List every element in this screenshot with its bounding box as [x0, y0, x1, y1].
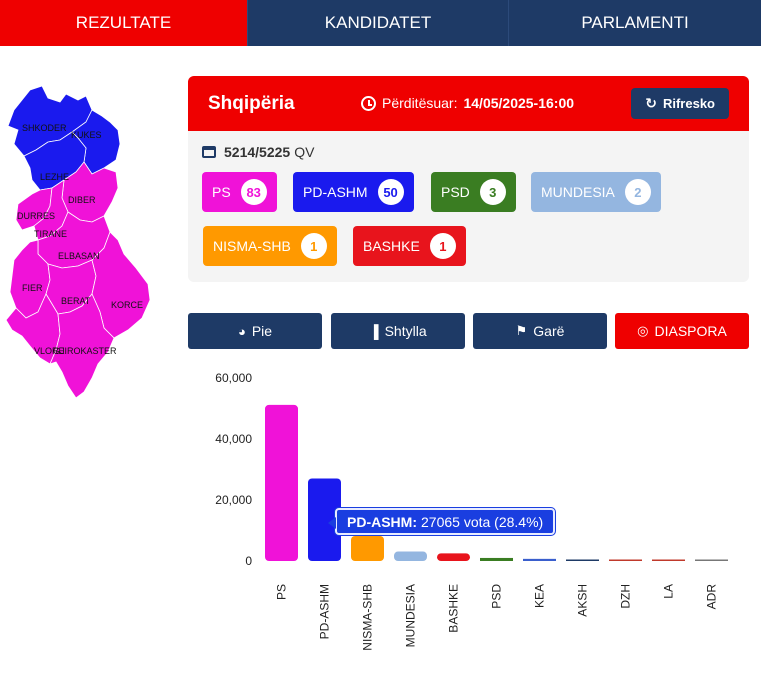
party-badge-nisma-shb[interactable]: NISMA-SHB 1 [203, 226, 337, 266]
party-badge-pd-ashm[interactable]: PD-ASHM 50 [293, 172, 414, 212]
map-label-fier: FIER [22, 283, 43, 293]
x-tick-label: LA [662, 584, 676, 599]
x-tick-label: PD-ASHM [318, 584, 332, 639]
x-tick-label: DZH [619, 584, 633, 609]
map-label-kukes: KUKES [71, 130, 102, 140]
party-badge-mundesia[interactable]: MUNDESIA 2 [531, 172, 661, 212]
card-title: Shqipëria [208, 92, 295, 114]
tooltip-arrow [328, 517, 336, 529]
refresh-label: Rifresko [662, 96, 715, 111]
bar-psd[interactable] [480, 557, 513, 561]
party-name: PD-ASHM [303, 184, 368, 200]
race-flag-icon: ⚑ [515, 323, 528, 338]
tooltip-text: 27065 vota (28.4%) [421, 513, 544, 530]
button-label: Garë [533, 323, 565, 339]
qv-unit: QV [294, 144, 315, 160]
map-label-berat: BERAT [61, 296, 91, 306]
card-header: Shqipëria Përditësuar: 14/05/2025-16:00 … [188, 76, 749, 131]
x-tick-label: NISMA-SHB [361, 584, 375, 651]
bar-dzh[interactable] [609, 559, 642, 562]
update-info: Përditësuar: 14/05/2025-16:00 [361, 95, 574, 111]
polling-stations-count: 5214/5225 QV [202, 144, 314, 160]
map-label-vlore: VLORE [34, 346, 65, 356]
map-label-elbasan: ELBASAN [58, 251, 100, 261]
diaspora-button[interactable]: ◎ DIASPORA [615, 313, 749, 349]
party-name: PS [212, 184, 231, 200]
map-label-lezhe: LEZHE [40, 172, 69, 182]
party-name: NISMA-SHB [213, 238, 291, 254]
button-label: Shtylla [384, 323, 427, 339]
map-region-gjirokaster[interactable] [49, 293, 115, 399]
updated-label: Përditësuar: [382, 95, 458, 111]
tab-kandidatet[interactable]: KANDIDATET [248, 0, 509, 46]
button-label: DIASPORA [654, 323, 727, 339]
bar-chart-icon: ▐ [369, 323, 379, 339]
party-badge-bashke[interactable]: BASHKE 1 [353, 226, 466, 266]
y-tick-label: 20,000 [215, 493, 252, 507]
x-tick-label: MUNDESIA [404, 584, 418, 647]
results-card: Shqipëria Përditësuar: 14/05/2025-16:00 … [188, 76, 749, 282]
y-tick-label: 40,000 [215, 432, 252, 446]
seat-count: 2 [624, 179, 651, 205]
bar-mundesia[interactable] [394, 551, 427, 561]
globe-icon: ◎ [637, 323, 649, 338]
top-nav: REZULTATE KANDIDATET PARLAMENTI [0, 0, 761, 46]
pie-chart-icon: ◕ [237, 323, 246, 339]
bar-ps[interactable] [265, 404, 298, 561]
ballot-box-icon [202, 146, 216, 158]
x-tick-label: PS [275, 584, 289, 600]
bar-aksh[interactable] [566, 559, 599, 562]
pie-chart-button[interactable]: ◕ Pie [188, 313, 322, 349]
x-tick-label: KEA [533, 584, 547, 608]
tab-rezultate[interactable]: REZULTATE [0, 0, 248, 46]
map-label-shkoder: SHKODER [22, 123, 67, 133]
bar-pd-ashm[interactable] [308, 478, 341, 561]
tab-parlamenti[interactable]: PARLAMENTI [509, 0, 761, 46]
seat-count: 3 [479, 179, 506, 205]
map-label-durres: DURRES [17, 211, 55, 221]
clock-icon [361, 95, 376, 111]
bar-kea[interactable] [523, 558, 556, 561]
x-tick-label: AKSH [576, 584, 590, 617]
x-tick-label: PSD [490, 584, 504, 609]
tooltip-party: PD-ASHM: [347, 513, 417, 530]
updated-value: 14/05/2025-16:00 [463, 95, 575, 111]
seat-count: 50 [377, 179, 404, 205]
map-label-gjirokaster: GJIROKASTER [53, 346, 117, 356]
seat-count: 1 [300, 233, 327, 259]
bar-la[interactable] [652, 559, 685, 562]
chart-tooltip: PD-ASHM: 27065 vota (28.4%) [328, 508, 556, 535]
bar-bashke[interactable] [437, 553, 470, 561]
refresh-icon: ↻ [645, 95, 657, 111]
bar-adr[interactable] [695, 559, 728, 562]
bar-chart-button[interactable]: ▐ Shtylla [331, 313, 465, 349]
race-chart-button[interactable]: ⚑ Garë [473, 313, 607, 349]
map-label-korce: KORCE [111, 300, 143, 310]
map-label-tirane: TIRANE [34, 229, 67, 239]
refresh-button[interactable]: ↻ Rifresko [631, 88, 729, 119]
seat-count: 1 [429, 233, 456, 259]
qv-count: 5214/5225 [224, 144, 291, 160]
x-tick-label: BASHKE [447, 584, 461, 633]
y-tick-label: 0 [245, 554, 252, 568]
albania-map: SHKODER KUKES LEZHE DIBER DURRES TIRANE … [0, 80, 160, 410]
party-name: BASHKE [363, 238, 420, 254]
bar-nisma-shb[interactable] [351, 535, 384, 561]
party-name: MUNDESIA [541, 184, 615, 200]
x-tick-label: ADR [705, 584, 719, 610]
map-label-diber: DIBER [68, 195, 96, 205]
votes-bar-chart: 60,000 40,000 20,000 0 PS PD-ASHM NISMA-SHB MUN… [188, 360, 761, 694]
y-tick-label: 60,000 [215, 371, 252, 385]
seat-count: 83 [240, 179, 267, 205]
party-badge-ps[interactable]: PS 83 [202, 172, 277, 212]
party-badge-psd[interactable]: PSD 3 [431, 172, 516, 212]
button-label: Pie [251, 323, 273, 339]
party-name: PSD [441, 184, 470, 200]
